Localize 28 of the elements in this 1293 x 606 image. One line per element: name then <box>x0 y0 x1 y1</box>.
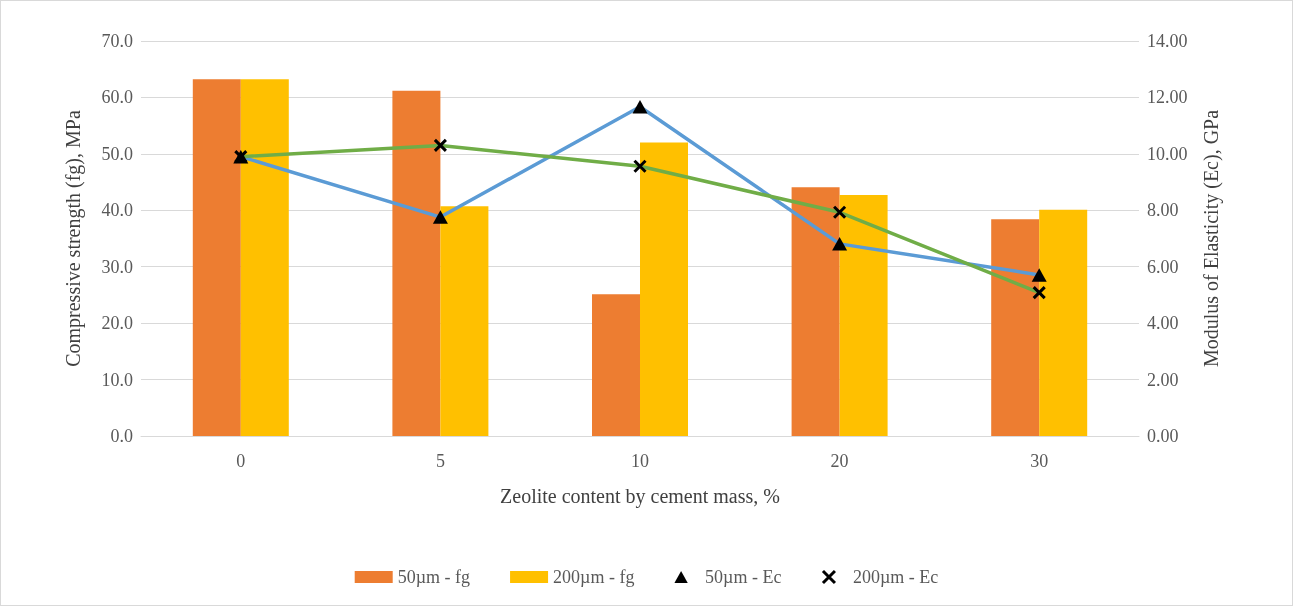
y-tick-label: 30.0 <box>101 256 133 277</box>
legend-label: 50µm - Ec <box>705 567 782 587</box>
x-axis-title: Zeolite content by cement mass, % <box>500 485 780 508</box>
legend-label: 50µm - fg <box>397 567 471 587</box>
x-tick-label: 30 <box>1030 451 1049 471</box>
y-tick-label: 0.0 <box>110 426 133 446</box>
y2-tick-label: 10.00 <box>1147 143 1188 164</box>
y-tick-label: 20.0 <box>101 313 133 334</box>
x-tick-label: 10 <box>631 451 649 471</box>
y2-tick-label: 14.00 <box>1147 31 1188 51</box>
y2-tick-label: 2.00 <box>1147 369 1179 390</box>
y-tick-label: 50.0 <box>101 143 133 164</box>
y2-tick-label: 4.00 <box>1147 313 1179 334</box>
y2-tick-label: 8.00 <box>1147 200 1179 221</box>
x-tick-label: 20 <box>830 451 849 471</box>
y2-tick-label: 6.00 <box>1147 256 1179 277</box>
y-tick-label: 10.0 <box>101 369 133 390</box>
legend-label: 200µm - fg <box>553 567 635 587</box>
y-tick-label: 60.0 <box>101 87 133 108</box>
y2-axis-title: Modulus of Elasticity (Ec), GPa <box>1200 109 1223 368</box>
x-tick-label: 0 <box>236 451 246 471</box>
y2-tick-label: 0.00 <box>1147 426 1179 446</box>
y-tick-label: 40.0 <box>101 200 133 221</box>
y-axis-title: Compressive strength (fg), MPa <box>62 110 85 367</box>
y-tick-label: 70.0 <box>101 31 133 51</box>
y2-tick-label: 12.00 <box>1147 87 1188 108</box>
x-tick-label: 5 <box>435 451 445 471</box>
legend-label: 200µm - Ec <box>852 567 939 587</box>
